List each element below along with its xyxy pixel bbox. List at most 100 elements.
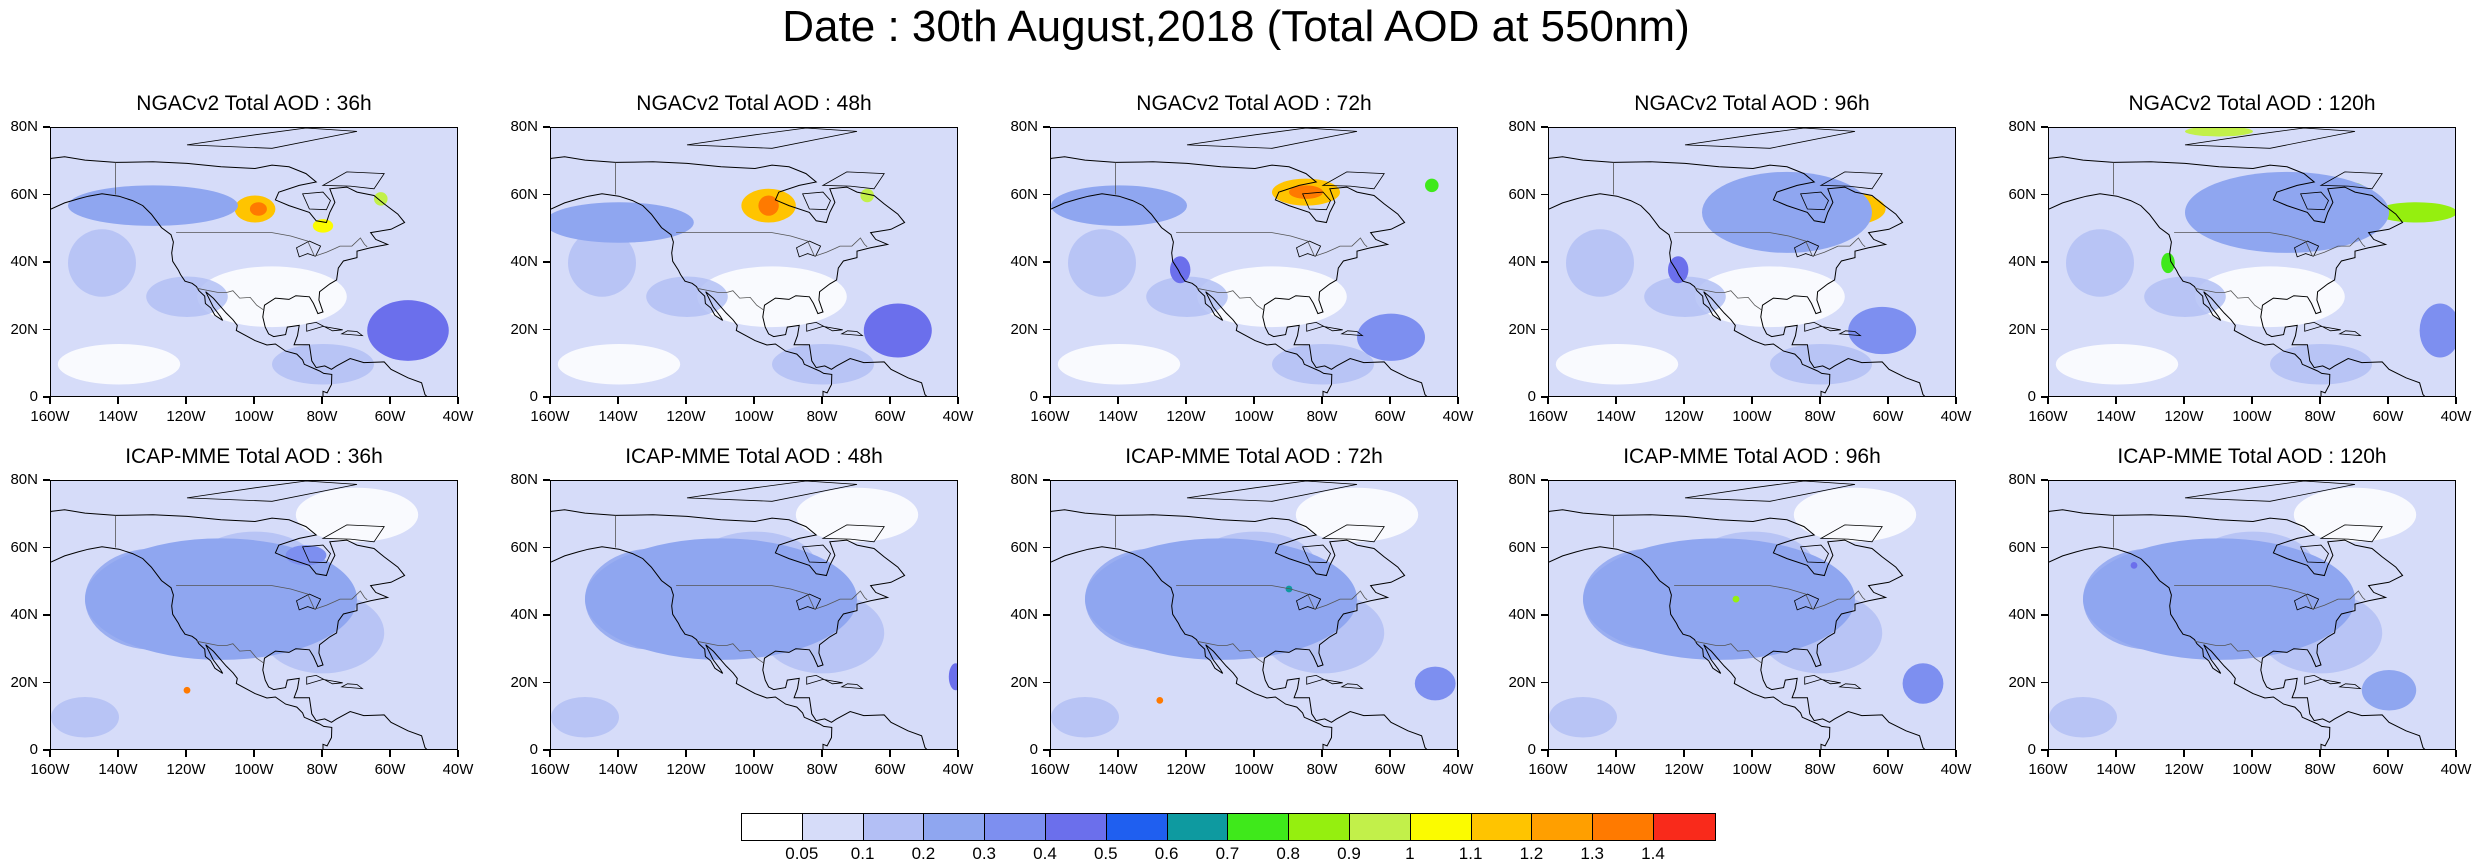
lon-tick-label: 40W xyxy=(2440,408,2472,425)
lon-tick xyxy=(549,750,551,757)
colorbar-swatch xyxy=(863,814,925,840)
aod-plume xyxy=(1289,185,1323,199)
aod-plume xyxy=(1085,538,1357,660)
lon-tick xyxy=(617,750,619,757)
colorbar-swatch xyxy=(1167,814,1229,840)
colorbar-swatch xyxy=(1228,814,1290,840)
coastline xyxy=(1051,509,1428,749)
lat-tick xyxy=(43,546,50,549)
lon-tick-label: 60W xyxy=(1872,761,1904,778)
map-canvas xyxy=(1051,128,1457,396)
lat-tick xyxy=(43,261,50,263)
lat-tick-label: 40N xyxy=(1508,606,1536,623)
lat-tick-label: 60N xyxy=(510,538,538,556)
colorbar-label: 0.5 xyxy=(1093,844,1118,863)
political-border xyxy=(1674,585,1866,610)
lon-tick-label: 100W xyxy=(2232,761,2272,778)
lat-tick xyxy=(543,681,550,684)
lat-tick-label: 60N xyxy=(1508,185,1536,203)
lon-tick-label: 120W xyxy=(1166,408,1206,425)
colorbar-label: 1 xyxy=(1405,844,1415,863)
lat-tick-label: 0 xyxy=(2027,741,2036,758)
lat-tick-label: 0 xyxy=(1527,388,1536,405)
lon-tick xyxy=(321,397,323,404)
aod-plume xyxy=(1583,538,1855,660)
political-border xyxy=(676,232,868,257)
coastline-detail xyxy=(1306,674,1343,685)
lon-tick xyxy=(1457,397,1459,404)
lon-tick xyxy=(617,397,619,404)
lat-tick-label: 80N xyxy=(2008,118,2036,135)
lon-tick-label: 120W xyxy=(1166,761,1206,778)
lon-tick xyxy=(117,397,119,404)
aod-patch xyxy=(51,697,119,738)
lon-tick xyxy=(1389,750,1391,757)
lon-tick-label: 40W xyxy=(1940,761,1972,778)
aod-patch xyxy=(329,141,453,182)
aod-patch xyxy=(772,344,874,385)
lon-tick xyxy=(1955,750,1957,757)
aod-plume xyxy=(1902,663,1944,704)
coastline-detail xyxy=(1186,481,1358,502)
coastline-detail xyxy=(302,191,331,211)
aod-patch xyxy=(2327,141,2451,182)
lon-tick-label: 160W xyxy=(2028,761,2068,778)
aod-plume xyxy=(2130,562,2138,569)
lon-tick-label: 100W xyxy=(1732,761,1772,778)
lon-tick-label: 80W xyxy=(306,408,338,425)
lat-tick-label: 0 xyxy=(29,741,38,758)
aod-patch xyxy=(295,487,419,542)
aod-plume xyxy=(860,188,874,203)
coastline-detail xyxy=(686,128,858,149)
panel-title: ICAP-MME Total AOD : 48h xyxy=(625,445,883,468)
political-border xyxy=(1176,232,1368,257)
aod-patch xyxy=(1057,344,1181,385)
coastline-detail xyxy=(186,128,358,149)
aod-patch xyxy=(1827,141,1951,182)
lat-tick xyxy=(2041,193,2048,196)
lon-tick xyxy=(389,397,391,404)
lat-tick-label: 20N xyxy=(510,320,538,338)
lon-tick-label: 160W xyxy=(1030,761,1070,778)
lat-tick-label: 20N xyxy=(1010,320,1038,338)
lat-tick-label: 0 xyxy=(1029,741,1038,758)
lon-tick-label: 120W xyxy=(666,408,706,425)
lat-tick-label: 0 xyxy=(529,741,538,758)
colorbar-label: 1.3 xyxy=(1580,844,1604,863)
lat-tick-label: 40N xyxy=(2008,606,2036,623)
political-border xyxy=(196,640,265,664)
coastline-detail xyxy=(1794,593,1820,611)
lat-tick-label: 60N xyxy=(2008,538,2036,556)
coastline-detail xyxy=(806,674,843,685)
coastline xyxy=(551,509,928,749)
lat-tick-label: 80N xyxy=(1010,118,1038,135)
lat-tick-label: 60N xyxy=(1010,185,1038,203)
coastline-detail xyxy=(321,524,385,543)
aod-map-panel xyxy=(1050,480,1458,750)
lon-tick xyxy=(1615,750,1617,757)
lon-tick-label: 60W xyxy=(1872,408,1904,425)
aod-patch xyxy=(57,344,181,385)
lat-tick-label: 0 xyxy=(29,388,38,405)
lat-tick-label: 20N xyxy=(10,673,38,691)
lon-tick-label: 40W xyxy=(442,408,474,425)
map-canvas xyxy=(1051,481,1457,749)
lat-tick xyxy=(2041,546,2048,549)
lat-tick xyxy=(543,396,550,398)
lon-tick-label: 80W xyxy=(806,408,838,425)
lon-tick xyxy=(1683,397,1685,404)
coastline xyxy=(1549,156,1926,396)
lon-tick xyxy=(2455,397,2457,404)
aod-map-panel xyxy=(50,480,458,750)
lon-tick xyxy=(957,750,959,757)
lon-tick xyxy=(1117,750,1119,757)
political-border xyxy=(176,232,368,257)
colorbar-label: 0.05 xyxy=(785,844,819,863)
coastline-detail xyxy=(1800,191,1829,211)
lon-tick-label: 140W xyxy=(598,408,638,425)
coastline-detail xyxy=(2294,240,2320,258)
aod-patch xyxy=(1695,266,1845,328)
colorbar-label: 1.2 xyxy=(1519,844,1544,863)
lat-tick-label: 60N xyxy=(510,185,538,203)
lon-tick xyxy=(253,397,255,404)
